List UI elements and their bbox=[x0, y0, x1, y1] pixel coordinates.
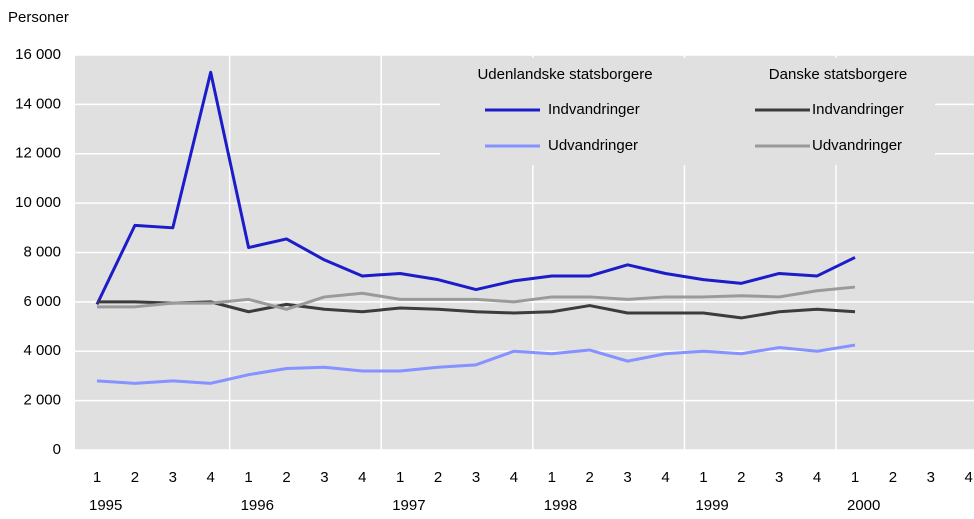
y-axis-label: Personer bbox=[8, 9, 69, 26]
series-line bbox=[97, 300, 856, 320]
y-tick-label: 4 000 bbox=[23, 342, 61, 359]
legend-group-title: Danske statsborgere bbox=[769, 66, 907, 83]
y-tick-label: 6 000 bbox=[23, 293, 61, 310]
x-tick-label: 4 bbox=[661, 469, 669, 486]
x-tick-label: 4 bbox=[813, 469, 821, 486]
x-tick-label: 2 bbox=[586, 469, 594, 486]
x-tick-label: 1 bbox=[699, 469, 707, 486]
x-tick-label: 2 bbox=[889, 469, 897, 486]
legend-label: Indvandringer bbox=[812, 101, 904, 118]
legend-label: Indvandringer bbox=[548, 101, 640, 118]
x-tick-label: 1 bbox=[244, 469, 252, 486]
x-tick-label: 1 bbox=[93, 469, 101, 486]
x-tick-label: 1 bbox=[851, 469, 859, 486]
y-tick-label: 2 000 bbox=[23, 392, 61, 409]
year-label: 1996 bbox=[241, 497, 274, 514]
x-tick-label: 4 bbox=[965, 469, 973, 486]
y-tick-label: 16 000 bbox=[15, 46, 61, 63]
series-line bbox=[97, 285, 856, 311]
x-tick-label: 1 bbox=[548, 469, 556, 486]
year-label: 1995 bbox=[89, 497, 122, 514]
y-tick-label: 14 000 bbox=[15, 95, 61, 112]
x-tick-label: 2 bbox=[282, 469, 290, 486]
year-label: 1998 bbox=[544, 497, 577, 514]
y-tick-label: 12 000 bbox=[15, 145, 61, 162]
series-line bbox=[95, 70, 856, 305]
x-tick-label: 4 bbox=[358, 469, 366, 486]
x-tick-label: 3 bbox=[623, 469, 631, 486]
x-tick-label: 2 bbox=[737, 469, 745, 486]
year-label: 1999 bbox=[695, 497, 728, 514]
x-tick-label: 4 bbox=[207, 469, 215, 486]
x-tick-label: 3 bbox=[775, 469, 783, 486]
x-tick-label: 3 bbox=[472, 469, 480, 486]
y-tick-label: 0 bbox=[53, 441, 61, 458]
year-label: 2000 bbox=[847, 497, 880, 514]
year-label: 1997 bbox=[392, 497, 425, 514]
x-tick-label: 2 bbox=[434, 469, 442, 486]
legend-label: Udvandringer bbox=[812, 137, 902, 154]
x-tick-label: 3 bbox=[927, 469, 935, 486]
y-tick-label: 10 000 bbox=[15, 194, 61, 211]
x-tick-label: 3 bbox=[169, 469, 177, 486]
x-tick-label: 1 bbox=[396, 469, 404, 486]
x-tick-label: 4 bbox=[510, 469, 518, 486]
legend-label: Udvandringer bbox=[548, 137, 638, 154]
legend-group-title: Udenlandske statsborgere bbox=[477, 66, 652, 83]
series-line bbox=[96, 343, 856, 385]
x-tick-label: 2 bbox=[131, 469, 139, 486]
x-tick-label: 3 bbox=[320, 469, 328, 486]
y-tick-label: 8 000 bbox=[23, 243, 61, 260]
